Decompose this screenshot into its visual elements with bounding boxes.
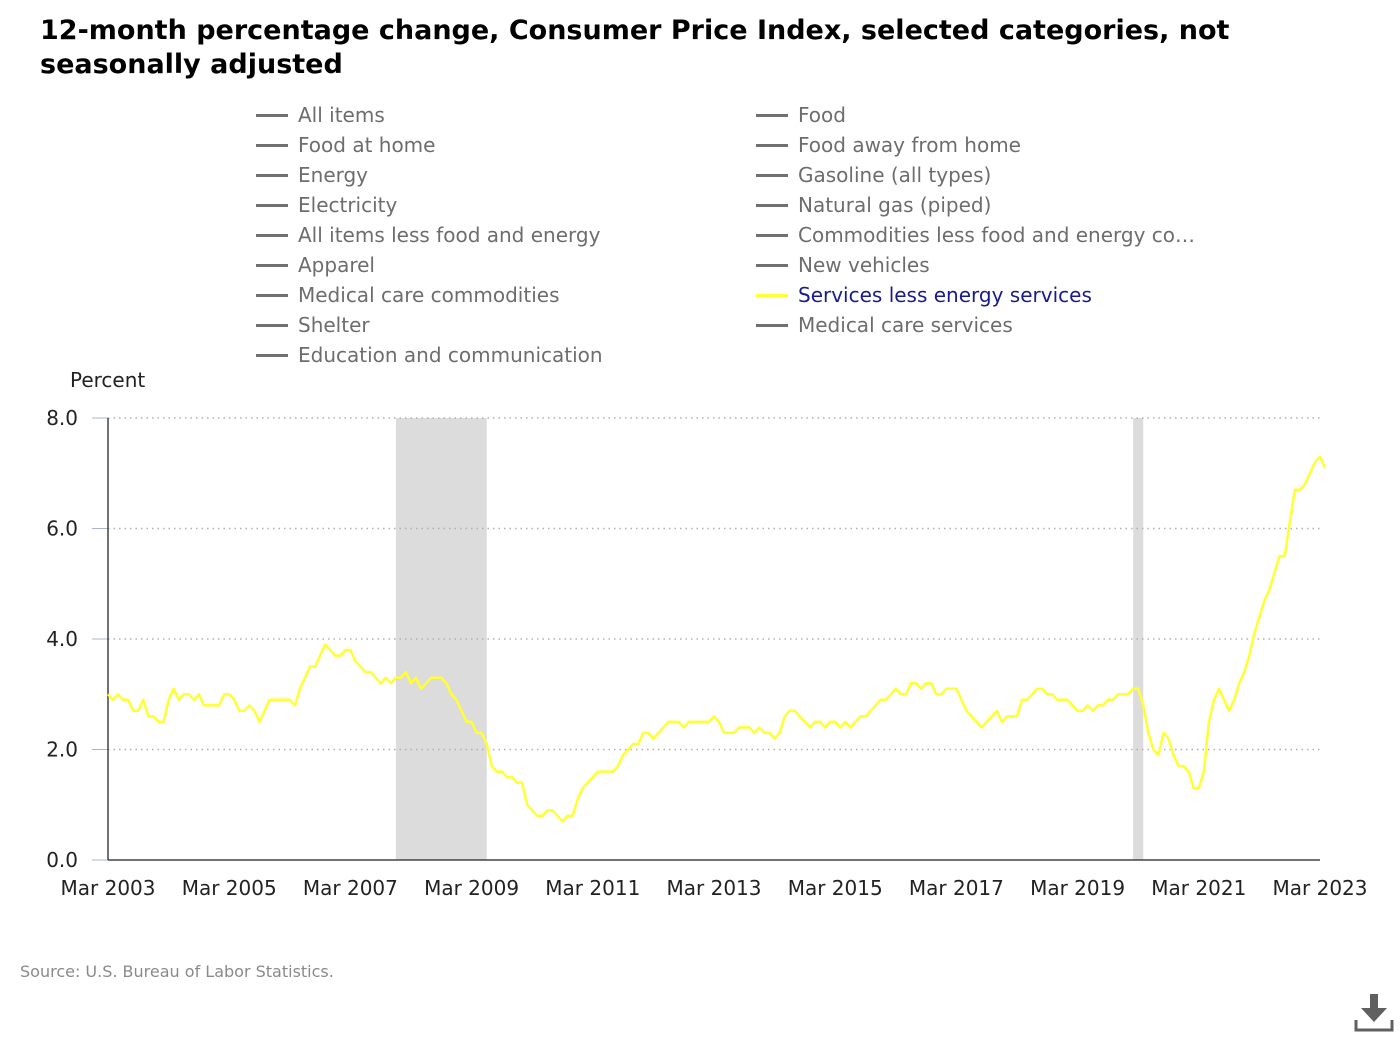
- legend-item[interactable]: Food: [756, 100, 846, 130]
- legend-item[interactable]: Gasoline (all types): [756, 160, 991, 190]
- y-tick-label: 2.0: [46, 738, 78, 762]
- x-tick-label: Mar 2019: [1030, 876, 1125, 900]
- x-tick-label: Mar 2013: [667, 876, 762, 900]
- legend-item[interactable]: Food at home: [256, 130, 435, 160]
- legend-item[interactable]: Electricity: [256, 190, 397, 220]
- x-tick-label: Mar 2011: [545, 876, 640, 900]
- legend-item[interactable]: Natural gas (piped): [756, 190, 991, 220]
- legend-swatch: [756, 233, 788, 237]
- legend-swatch: [756, 323, 788, 327]
- x-tick-label: Mar 2023: [1273, 876, 1368, 900]
- legend-swatch: [256, 293, 288, 297]
- x-tick-label: Mar 2003: [61, 876, 156, 900]
- y-tick-label: 4.0: [46, 627, 78, 651]
- chart-title: 12-month percentage change, Consumer Pri…: [40, 15, 1230, 80]
- recession-band: [395, 418, 487, 860]
- series-line: [107, 455, 1327, 823]
- legend-swatch: [256, 263, 288, 267]
- legend-swatch: [756, 113, 788, 117]
- legend-swatch: [256, 323, 288, 327]
- x-tick-label: Mar 2005: [182, 876, 277, 900]
- y-tick-label: 0.0: [46, 848, 78, 872]
- legend-swatch: [756, 173, 788, 177]
- legend-item[interactable]: New vehicles: [756, 250, 930, 280]
- legend-item[interactable]: Apparel: [256, 250, 375, 280]
- legend-swatch: [756, 203, 788, 207]
- recession-band: [1133, 418, 1144, 860]
- legend-item[interactable]: Medical care commodities: [256, 280, 559, 310]
- legend-item[interactable]: Shelter: [256, 310, 370, 340]
- legend-swatch: [256, 113, 288, 117]
- x-tick-label: Mar 2007: [303, 876, 398, 900]
- legend-swatch: [256, 143, 288, 147]
- legend-item[interactable]: Commodities less food and energy com…: [756, 220, 1198, 250]
- legend-item[interactable]: Services less energy services: [756, 280, 1092, 310]
- x-tick-label: Mar 2015: [788, 876, 883, 900]
- y-tick-label: 6.0: [46, 517, 78, 541]
- legend-item[interactable]: All items: [256, 100, 385, 130]
- legend-item[interactable]: Energy: [256, 160, 368, 190]
- x-tick-label: Mar 2021: [1151, 876, 1246, 900]
- y-tick-label: 8.0: [46, 406, 78, 430]
- source-note: Source: U.S. Bureau of Labor Statistics.: [20, 962, 334, 981]
- legend-swatch: [256, 203, 288, 207]
- legend-item[interactable]: Food away from home: [756, 130, 1021, 160]
- download-icon: [1354, 994, 1394, 1032]
- legend-swatch: [256, 353, 288, 357]
- legend-swatch: [756, 143, 788, 147]
- download-button[interactable]: [1352, 990, 1396, 1034]
- legend-item[interactable]: Education and communication: [256, 340, 603, 370]
- line-chart: 0.0 2.0 4.0 6.0 8.0 Mar 2003 Mar 2005 Mar 2007 M…: [46, 406, 1368, 900]
- legend-swatch: [756, 293, 788, 297]
- x-tick-label: Mar 2009: [424, 876, 519, 900]
- legend-swatch: [756, 263, 788, 267]
- x-tick-label: Mar 2017: [909, 876, 1004, 900]
- legend-item[interactable]: All items less food and energy: [256, 220, 600, 250]
- legend-swatch: [256, 173, 288, 177]
- legend-swatch: [256, 233, 288, 237]
- y-axis-label: Percent: [70, 368, 146, 392]
- legend-item[interactable]: Medical care services: [756, 310, 1013, 340]
